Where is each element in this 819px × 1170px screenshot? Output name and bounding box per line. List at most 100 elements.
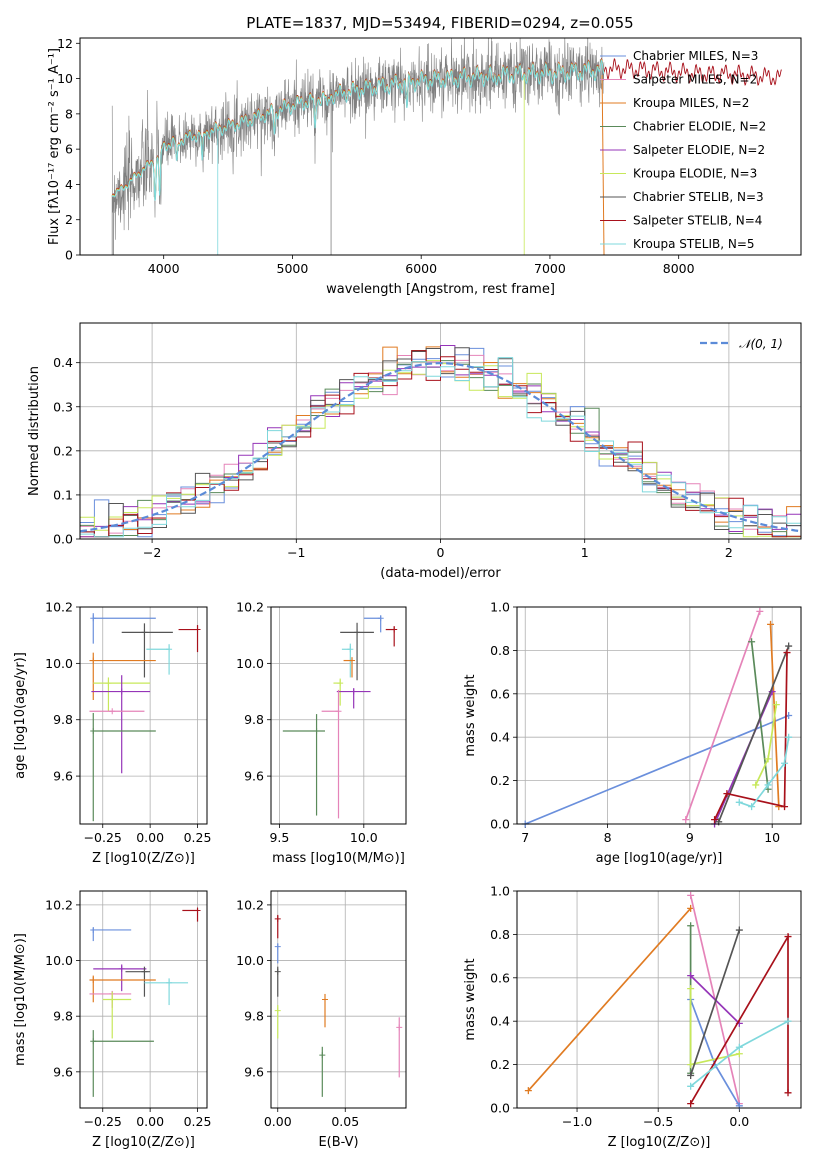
- y-tick-label: 0.0: [490, 817, 510, 832]
- data-point: [354, 629, 361, 636]
- x-tick-label: 10: [764, 830, 780, 845]
- x-tick-label: 4000: [148, 261, 180, 276]
- y-tick-label: 1.0: [490, 884, 510, 899]
- x-tick-label: −1.0: [562, 1114, 592, 1129]
- residuals-frame: [79, 322, 802, 540]
- y-tick-label: 1.0: [490, 600, 510, 615]
- weight-marker: [682, 816, 690, 824]
- weight-marker: [687, 1071, 695, 1079]
- y-tick-label: 9.8: [53, 712, 73, 727]
- x-axis-label: Z [log10(Z/Z⊙)]: [608, 1135, 711, 1150]
- weight-marker: [784, 933, 792, 941]
- residual-histogram-kroupa-stelib: [80, 357, 801, 538]
- legend-label: Kroupa STELIB, N=5: [633, 237, 755, 251]
- x-axis-label: age [log10(age/yr)]: [596, 851, 723, 866]
- x-tick-label: 10.0: [350, 830, 378, 845]
- figure-title: PLATE=1837, MJD=53494, FIBERID=0294, z=0…: [246, 14, 633, 32]
- y-tick-label: 10.2: [45, 897, 73, 912]
- x-tick-label: −0.5: [643, 1114, 673, 1129]
- y-tick-label: 9.8: [53, 1009, 73, 1024]
- y-tick-label: 0.8: [490, 643, 510, 658]
- data-point: [337, 680, 344, 687]
- y-axis-label: Flux [fλ10⁻¹⁷ erg cm⁻² s⁻¹ A⁻¹]: [47, 48, 62, 245]
- weight-marker: [735, 798, 743, 806]
- y-tick-label: 0.0: [490, 1101, 510, 1116]
- x-tick-label: 0.25: [184, 830, 212, 845]
- x-axis-label: Z [log10(Z/Z⊙)]: [92, 851, 195, 866]
- weight-marker: [524, 1087, 532, 1095]
- y-tick-label: 0.8: [490, 927, 510, 942]
- weight-marker: [772, 701, 780, 709]
- x-axis-label: Z [log10(Z/Z⊙)]: [92, 1135, 195, 1150]
- x-axis-label: mass [log10(M/M⊙)]: [272, 851, 405, 866]
- data-point: [274, 943, 281, 950]
- y-tick-label: 0.4: [490, 1014, 510, 1029]
- mass-vs-z-panel: −0.25 0.00 0.25 9.6 9.8 10.0 10.2 Z [log10(Z/Z⊙…: [13, 890, 212, 1150]
- spectrum-frame: [79, 37, 802, 256]
- weight-marker: [687, 891, 695, 899]
- y-tick-label: 10.2: [236, 897, 264, 912]
- y-tick-label: 0.6: [490, 686, 510, 701]
- weight-marker: [785, 733, 793, 741]
- weight-marker: [756, 607, 764, 615]
- weight-line-chabrier-miles: [524, 714, 790, 824]
- weight-marker: [784, 1089, 792, 1097]
- weight-marker: [767, 620, 775, 628]
- legend-label: Chabrier ELODIE, N=2: [633, 120, 766, 134]
- data-point: [335, 708, 342, 715]
- y-axis-label: mass weight: [463, 958, 478, 1040]
- y-tick-label: 0.4: [490, 730, 510, 745]
- x-tick-label: 9.5: [269, 830, 289, 845]
- y-tick-label: 10: [57, 71, 73, 86]
- y-axis-label: age [log10(age/yr)]: [13, 652, 28, 779]
- x-tick-label: 9: [686, 830, 694, 845]
- data-point: [350, 688, 357, 695]
- weight-vs-z-frame: [516, 890, 802, 1109]
- spectrum-panel: 4000 5000 6000 7000 8000 0 2 4 6 8 10 12 wavelength …: [47, 36, 802, 297]
- weight-marker: [752, 781, 760, 789]
- weight-marker: [687, 1082, 695, 1090]
- y-tick-label: 0.2: [53, 443, 73, 458]
- weight-marker: [735, 1050, 743, 1058]
- y-tick-label: 6: [65, 142, 73, 157]
- data-point: [396, 1024, 403, 1031]
- x-tick-label: 0.00: [136, 830, 164, 845]
- data-point: [141, 968, 148, 975]
- weight-marker: [687, 922, 695, 930]
- weight-marker: [723, 790, 731, 798]
- data-point: [90, 728, 97, 734]
- weight-marker: [687, 1061, 695, 1069]
- y-tick-label: 10.0: [236, 953, 264, 968]
- data-point: [274, 1007, 281, 1014]
- x-tick-label: 0.25: [184, 1114, 212, 1129]
- weight-marker: [764, 781, 772, 789]
- y-tick-label: 0.4: [53, 355, 73, 370]
- data-point: [319, 1052, 326, 1059]
- data-point: [90, 1038, 97, 1045]
- x-tick-label: 6000: [405, 261, 437, 276]
- y-tick-label: 10.2: [45, 600, 73, 615]
- weight-line-kroupa-miles: [527, 907, 692, 1092]
- x-tick-label: 7: [521, 830, 529, 845]
- mass-vs-z-frame: [79, 890, 208, 1109]
- y-tick-label: 10.0: [45, 656, 73, 671]
- data-point: [90, 657, 97, 664]
- x-tick-label: 0.0: [729, 1114, 749, 1129]
- data-point: [194, 626, 201, 633]
- y-tick-label: 9.6: [53, 1064, 73, 1079]
- age-vs-mass-frame: [270, 606, 407, 825]
- weight-marker: [764, 755, 772, 763]
- legend-label: Kroupa MILES, N=2: [633, 96, 749, 110]
- weight-marker: [687, 1100, 695, 1108]
- y-tick-label: 9.6: [244, 1064, 264, 1079]
- weight-vs-age-frame: [516, 606, 802, 825]
- x-tick-label: 7000: [534, 261, 566, 276]
- x-tick-label: −2: [143, 545, 161, 560]
- legend-label: Chabrier STELIB, N=3: [633, 190, 764, 204]
- y-tick-label: 0.1: [53, 487, 73, 502]
- legend-label: Kroupa ELODIE, N=3: [633, 167, 757, 181]
- y-tick-label: 4: [65, 177, 73, 192]
- data-point: [347, 646, 354, 653]
- data-point: [90, 977, 97, 984]
